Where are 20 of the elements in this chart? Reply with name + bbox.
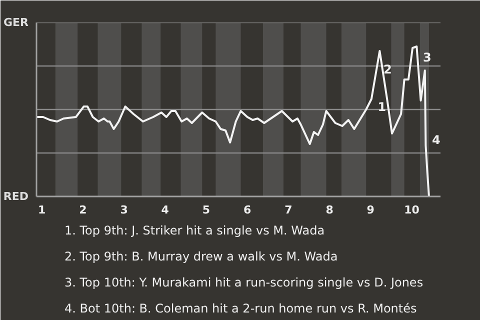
x-tick-label: 7: [284, 204, 292, 216]
x-tick-label: 1: [38, 204, 46, 216]
ref-line-label: RED: [3, 190, 29, 203]
ref-line-label: GER: [3, 16, 30, 29]
x-tick-label: 4: [161, 204, 170, 216]
x-tick-label: 5: [202, 204, 210, 216]
x-tick-label: 2: [79, 204, 87, 216]
x-tick-label: 6: [244, 204, 252, 216]
x-tick-label: 8: [326, 204, 334, 216]
text: 2. Top 9th: B. Murray drew a walk vs M. Wada: [64, 250, 338, 264]
text: 4. Bot 10th: B. Coleman hit a 2-run home run vs R. Montés: [64, 302, 417, 316]
annotation: 2: [383, 62, 392, 76]
x-tick-label: 10: [404, 204, 420, 216]
annotation: 4: [432, 133, 440, 147]
annotation: 3: [422, 50, 432, 64]
text: 3. Top 10th: Y. Murakami hit a run-scoring single vs D. Jones: [64, 276, 424, 290]
x-tick-label: 9: [366, 204, 374, 216]
annotation: 1: [378, 100, 386, 114]
x-tick-label: 3: [120, 204, 128, 216]
text: 1. Top 9th: J. Striker hit a single vs M. Wada: [64, 224, 325, 238]
